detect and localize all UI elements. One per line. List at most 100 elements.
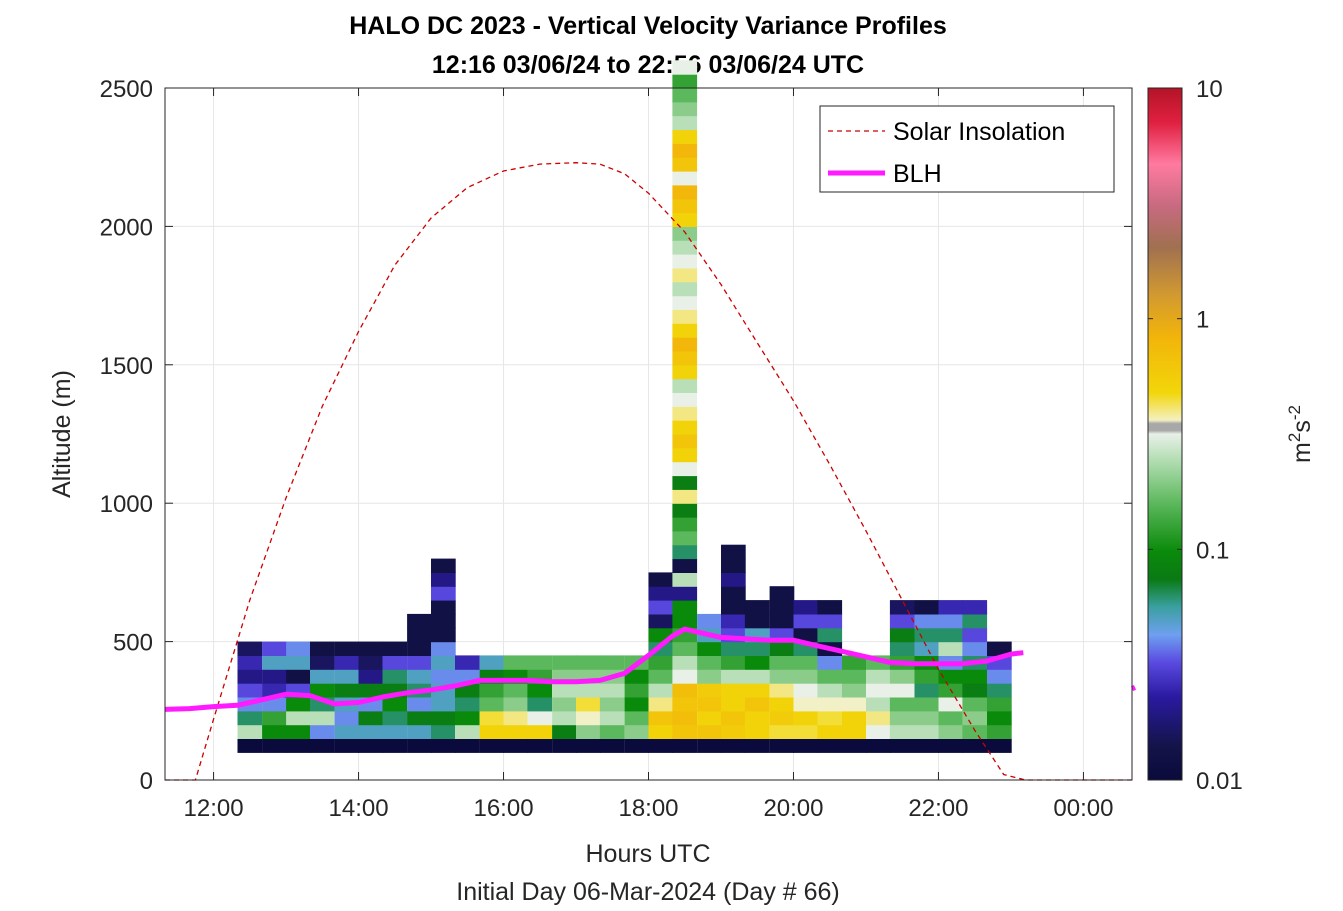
heatmap-cell-3-6 [310, 655, 335, 670]
heatmap-cell-18-4 [672, 683, 698, 698]
heatmap-cell-18-42 [672, 157, 698, 172]
heatmap-cell-6-6 [382, 655, 408, 670]
heatmap-cell-21-1 [744, 724, 770, 739]
heatmap-cell-22-9 [769, 613, 795, 629]
heatmap-cell-8-12 [431, 572, 456, 587]
heatmap-cell-8-11 [431, 586, 456, 601]
heatmap-cell-10-0 [479, 738, 505, 753]
legend-blh-label: BLH [893, 160, 942, 188]
plot-area: 12:00 14:00 16:00 18:00 20:00 22:00 00:00 0 500… [100, 60, 1137, 822]
heatmap-cell-30-4 [962, 683, 988, 698]
heatmap-cell-20-1 [721, 724, 746, 739]
heatmap-cell-29-2 [938, 710, 964, 726]
heatmap-cell-1-6 [262, 655, 287, 670]
heatmap-cell-26-5 [866, 669, 891, 684]
heatmap-cell-26-0 [866, 738, 891, 753]
heatmap-cell-18-27 [672, 364, 698, 380]
heatmap-cell-21-0 [744, 738, 770, 753]
heatmap-cell-2-2 [286, 710, 311, 726]
heatmap-cell-11-2 [503, 710, 529, 726]
heatmap-cell-7-6 [407, 655, 432, 670]
heatmap-cell-26-1 [866, 724, 891, 739]
heatmap-cell-18-10 [672, 600, 698, 615]
heatmap-cell-7-8 [407, 627, 432, 643]
heatmap-cell-7-1 [407, 724, 432, 739]
colorbar-tick-label-0: 0.01 [1196, 768, 1243, 795]
heatmap-cell-12-0 [527, 738, 553, 753]
heatmap-cell-31-7 [987, 641, 1012, 656]
heatmap-cell-19-1 [697, 724, 722, 739]
y-tick-label-3: 1500 [100, 353, 153, 380]
heatmap-cell-25-4 [842, 683, 867, 698]
heatmap-cell-7-9 [407, 613, 432, 629]
heatmap-cell-31-5 [987, 669, 1012, 684]
colorbar-tick-label-2: 1 [1196, 307, 1209, 334]
heatmap-cell-20-2 [721, 710, 746, 726]
heatmap-cell-30-8 [962, 627, 988, 643]
heatmap-cell-15-1 [599, 724, 625, 739]
heatmap-cell-25-2 [842, 710, 867, 726]
heatmap-cell-28-8 [914, 627, 940, 643]
heatmap-cell-9-6 [455, 655, 480, 670]
heatmap-cell-17-4 [648, 683, 674, 698]
legend-box [819, 105, 1115, 193]
heatmap-cell-18-24 [672, 406, 698, 421]
heatmap-cell-20-9 [721, 613, 746, 629]
y-tick-label-4: 2000 [100, 214, 153, 241]
heatmap-cell-1-2 [262, 710, 287, 726]
heatmap-cell-3-4 [310, 683, 335, 698]
heatmap-cell-18-33 [672, 281, 698, 297]
heatmap-cell-14-1 [576, 724, 601, 739]
heatmap-cell-18-30 [672, 323, 698, 338]
heatmap-cell-23-2 [793, 710, 819, 726]
y-tick-label-0: 0 [140, 768, 153, 795]
heatmap-cell-14-2 [576, 710, 601, 726]
heatmap-cell-3-5 [310, 669, 335, 684]
heatmap-cell-31-3 [987, 697, 1012, 712]
heatmap-cell-29-8 [938, 627, 964, 643]
heatmap-cell-19-2 [697, 710, 722, 726]
heatmap-cell-20-7 [721, 641, 746, 656]
heatmap-cell-12-2 [527, 710, 553, 726]
heatmap-cell-8-5 [431, 669, 456, 684]
heatmap-cell-28-1 [914, 724, 940, 739]
heatmap-cell-18-44 [672, 129, 698, 144]
colorbar-label-exp2: -2 [1285, 405, 1304, 420]
heatmap-cell-13-6 [552, 655, 577, 670]
heatmap-cell-12-1 [527, 724, 553, 739]
colorbar-label: m2s-2 [1285, 405, 1316, 463]
heatmap-cell-18-35 [672, 254, 698, 269]
heatmap-cell-19-5 [697, 669, 722, 684]
heatmap-cell-13-1 [552, 724, 577, 739]
heatmap-cell-18-34 [672, 267, 698, 283]
heatmap-cell-18-14 [672, 544, 698, 560]
y-tick-label-1: 500 [113, 630, 153, 657]
heatmap-cell-10-6 [479, 655, 505, 670]
heatmap-cell-23-0 [793, 738, 819, 753]
heatmap-cell-12-6 [527, 655, 553, 670]
heatmap-cell-18-11 [672, 586, 698, 601]
heatmap-cell-28-9 [914, 613, 940, 629]
heatmap-cell-19-9 [697, 613, 722, 629]
heatmap-cell-4-6 [334, 655, 360, 670]
heatmap-cell-25-6 [842, 655, 867, 670]
heatmap-cell-21-2 [744, 710, 770, 726]
heatmap-cell-23-10 [793, 600, 819, 615]
heatmap-cell-24-2 [817, 710, 843, 726]
heatmap-cell-11-1 [503, 724, 529, 739]
heatmap-cell-20-4 [721, 683, 746, 698]
heatmap-cell-18-26 [672, 378, 698, 393]
heatmap-cell-4-5 [334, 669, 360, 684]
heatmap-cell-22-5 [769, 669, 795, 684]
heatmap-cell-30-3 [962, 697, 988, 712]
heatmap-cell-18-36 [672, 240, 698, 255]
heatmap-cell-24-4 [817, 683, 843, 698]
heatmap-cell-17-0 [648, 738, 674, 753]
heatmap-cell-18-0 [672, 738, 698, 753]
heatmap-cell-24-10 [817, 600, 843, 615]
heatmap-cell-10-3 [479, 697, 505, 712]
heatmap-cell-16-3 [624, 697, 650, 712]
heatmap-cell-18-40 [672, 184, 698, 200]
heatmap-cell-17-5 [648, 669, 674, 684]
heatmap-cell-18-28 [672, 351, 698, 366]
